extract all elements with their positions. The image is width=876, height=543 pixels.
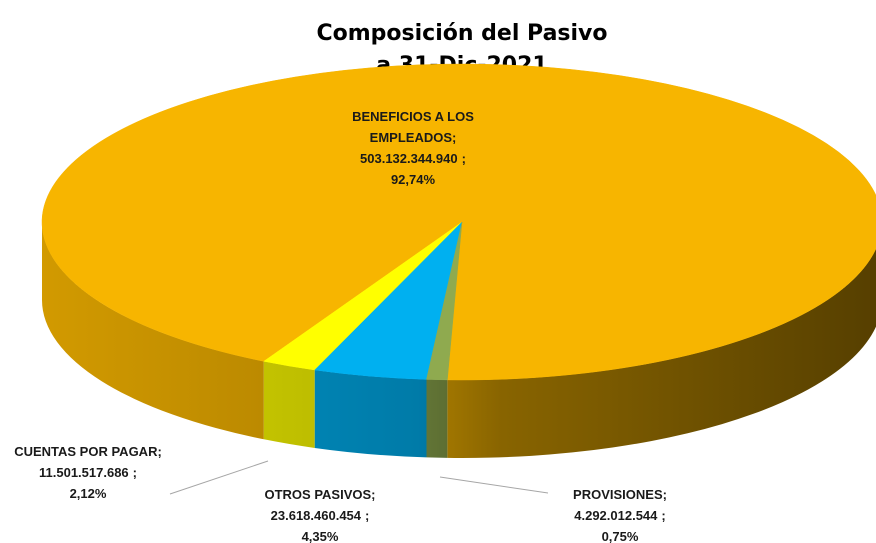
pie-sides xyxy=(42,222,876,458)
label-value-text: 23.618.460.454 xyxy=(270,508,362,523)
label-category-text: CUENTAS POR PAGAR xyxy=(14,444,158,459)
pie-tops xyxy=(41,63,876,381)
label-value: 4.292.012.544; xyxy=(540,505,700,526)
label-separator: ; xyxy=(157,444,162,459)
data-label: PROVISIONES; 4.292.012.544; 0,75% xyxy=(540,484,700,543)
leader-line xyxy=(169,460,269,495)
label-percent: 4,35% xyxy=(240,526,400,543)
label-percent: 92,74% xyxy=(328,169,498,190)
label-category: BENEFICIOS A LOS EMPLEADOS; xyxy=(328,106,498,148)
label-percent: 2,12% xyxy=(8,483,168,504)
pie-slice xyxy=(41,63,876,381)
label-category-text: OTROS PASIVOS xyxy=(264,487,372,502)
label-separator: ; xyxy=(365,508,370,523)
label-separator: ; xyxy=(662,487,667,502)
leader-line xyxy=(439,476,549,494)
label-separator: ; xyxy=(371,487,376,502)
slice-side xyxy=(42,222,264,440)
label-percent-text: 2,12% xyxy=(69,486,107,501)
label-category: CUENTAS POR PAGAR; xyxy=(8,441,168,462)
label-separator: ; xyxy=(661,508,666,523)
data-label: BENEFICIOS A LOS EMPLEADOS; 503.132.344.9… xyxy=(328,106,498,190)
label-separator: ; xyxy=(452,130,457,145)
label-category-text: PROVISIONES xyxy=(573,487,663,502)
slice-side xyxy=(426,379,448,458)
label-separator: ; xyxy=(461,151,466,166)
label-value-text: 11.501.517.686 xyxy=(39,465,129,480)
label-category: OTROS PASIVOS; xyxy=(240,484,400,505)
label-percent-text: 4,35% xyxy=(301,529,339,543)
chart-title: Composición del Pasivo xyxy=(316,21,607,46)
label-value: 11.501.517.686; xyxy=(8,462,168,483)
data-label: CUENTAS POR PAGAR; 11.501.517.686; 2,12% xyxy=(8,441,168,504)
slice-side xyxy=(314,369,427,458)
data-label: OTROS PASIVOS; 23.618.460.454; 4,35% xyxy=(240,484,400,543)
label-value-text: 503.132.344.940 xyxy=(360,151,458,166)
label-value: 503.132.344.940; xyxy=(328,148,498,169)
label-value-text: 4.292.012.544 xyxy=(574,508,658,523)
slice-side xyxy=(447,248,876,458)
label-value: 23.618.460.454; xyxy=(240,505,400,526)
slice-side xyxy=(263,361,315,448)
label-separator: ; xyxy=(132,465,137,480)
label-percent-text: 0,75% xyxy=(601,529,639,543)
pie-slice xyxy=(426,221,463,381)
label-category: PROVISIONES; xyxy=(540,484,700,505)
label-percent: 0,75% xyxy=(540,526,700,543)
label-category-text: BENEFICIOS A LOS EMPLEADOS xyxy=(352,109,474,145)
label-percent-text: 92,74% xyxy=(390,172,436,187)
